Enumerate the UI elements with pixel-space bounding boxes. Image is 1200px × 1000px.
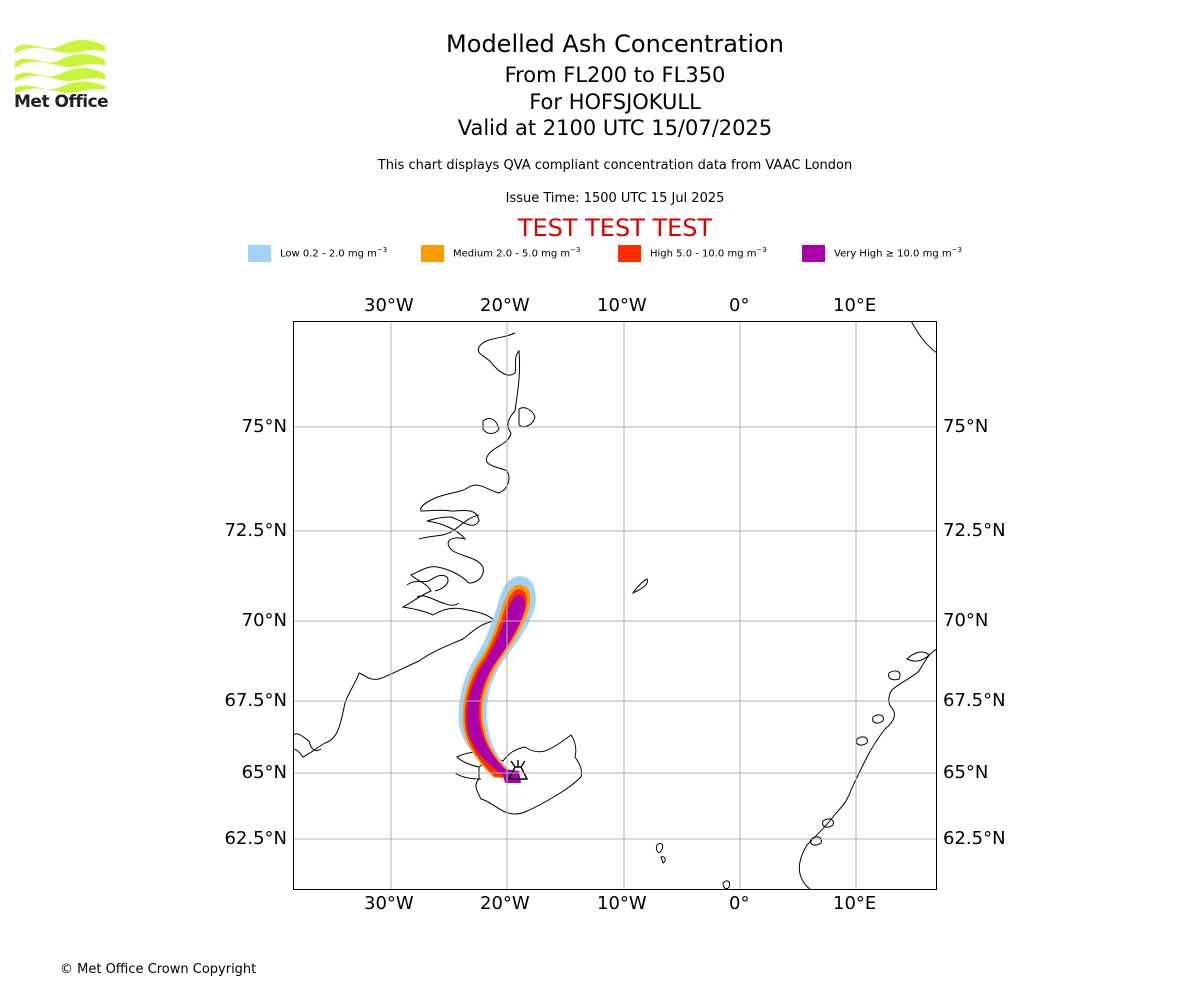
ash-concentration-map	[293, 321, 937, 890]
norway-island-5	[822, 818, 834, 828]
chart-title: Modelled Ash Concentration	[446, 30, 784, 58]
lat-tick-left-62-5n: 62.5°N	[224, 828, 287, 849]
lon-tick-top-30w: 30°W	[364, 295, 414, 316]
graticule	[293, 321, 937, 890]
lon-tick-top-10w: 10°W	[597, 295, 647, 316]
lon-tick-bottom-10e: 10°E	[833, 893, 877, 914]
norway-island-6	[810, 836, 822, 846]
issue-time: Issue Time: 1500 UTC 15 Jul 2025	[505, 191, 725, 206]
legend-swatch-high	[618, 245, 641, 262]
lat-tick-right-72-5n: 72.5°N	[943, 520, 1006, 541]
lon-tick-bottom-20w: 20°W	[480, 893, 530, 914]
subtitle: This chart displays QVA compliant concen…	[377, 158, 853, 173]
greenland-island-north	[518, 407, 536, 428]
lat-tick-left-70n: 70°N	[241, 610, 287, 631]
test-banner: TEST TEST TEST	[517, 214, 713, 242]
valid-time: Valid at 2100 UTC 15/07/2025	[457, 116, 773, 140]
lat-tick-left-67-5n: 67.5°N	[224, 690, 287, 711]
legend-label-low: Low 0.2 - 2.0 mg m−3	[280, 246, 388, 260]
lon-tick-top-10e: 10°E	[833, 295, 877, 316]
map-frame	[293, 321, 937, 890]
norway-island-3	[872, 714, 884, 724]
legend-label-very-high: Very High ≥ 10.0 mg m−3	[834, 246, 962, 260]
greenland-fjord-3	[416, 595, 460, 606]
greenland-island-mid	[482, 418, 500, 434]
greenland-bay-south	[293, 733, 322, 752]
logo-text: Met Office	[14, 92, 109, 112]
lat-tick-right-75n: 75°N	[943, 416, 989, 437]
lon-tick-bottom-0: 0°	[729, 893, 750, 914]
legend-label-medium: Medium 2.0 - 5.0 mg m−3	[453, 246, 581, 260]
greenland-fjord-2	[406, 574, 449, 592]
lat-tick-left-75n: 75°N	[241, 416, 287, 437]
jan-mayen-island	[631, 578, 648, 595]
flight-level-range: From FL200 to FL350	[504, 63, 726, 87]
copyright: © Met Office Crown Copyright	[60, 962, 257, 977]
iceland-snaefellsnes	[454, 772, 482, 780]
lon-tick-top-0: 0°	[729, 295, 750, 316]
legend-swatch-medium	[421, 245, 444, 262]
lon-tick-top-20w: 20°W	[480, 295, 530, 316]
lat-tick-right-65n: 65°N	[943, 762, 989, 783]
lat-tick-left-72-5n: 72.5°N	[224, 520, 287, 541]
norway-coastline-main	[798, 648, 937, 890]
norway-island-2	[888, 670, 901, 681]
lat-tick-right-62-5n: 62.5°N	[943, 828, 1006, 849]
legend-swatch-very-high	[802, 245, 825, 262]
lat-tick-right-67-5n: 67.5°N	[943, 690, 1006, 711]
shetland-islands	[722, 880, 730, 890]
ash-plume	[458, 576, 536, 783]
legend-label-high: High 5.0 - 10.0 mg m−3	[650, 246, 767, 260]
faroe-islands	[656, 842, 666, 864]
volcano-name: For HOFSJOKULL	[529, 90, 701, 114]
lat-tick-right-70n: 70°N	[943, 610, 989, 631]
greenland-coastline	[293, 332, 520, 758]
met-office-logo-icon	[15, 40, 105, 94]
norway-coastline	[910, 321, 937, 354]
map-background	[293, 321, 937, 890]
lat-tick-left-65n: 65°N	[241, 762, 287, 783]
plume-very-high	[466, 595, 526, 783]
iceland-coastline	[475, 734, 582, 815]
norway-island-1	[906, 651, 930, 662]
lon-tick-bottom-30w: 30°W	[364, 893, 414, 914]
lon-tick-bottom-10w: 10°W	[597, 893, 647, 914]
volcano-marker-icon	[507, 760, 529, 780]
norway-island-4	[856, 736, 868, 746]
legend-swatch-low	[248, 245, 271, 262]
